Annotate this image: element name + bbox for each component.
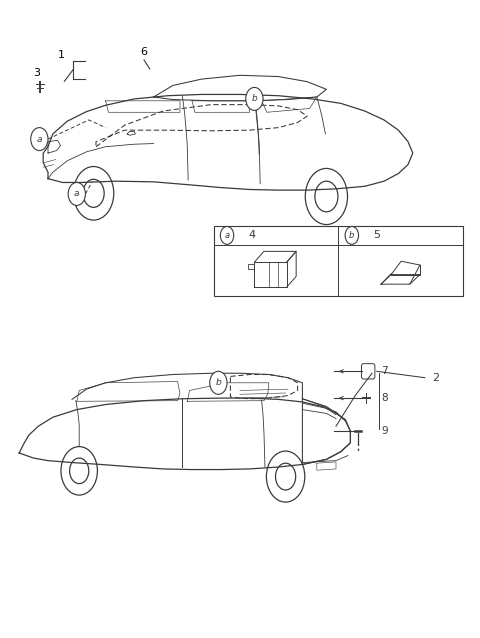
Circle shape <box>345 226 359 244</box>
Text: 9: 9 <box>382 426 388 436</box>
Text: 7: 7 <box>382 366 388 376</box>
Circle shape <box>246 87 263 110</box>
Circle shape <box>210 371 227 394</box>
Text: 8: 8 <box>382 393 388 403</box>
Text: 3: 3 <box>33 68 40 78</box>
Circle shape <box>220 226 234 244</box>
Circle shape <box>31 128 48 151</box>
Text: a: a <box>74 189 80 198</box>
Text: b: b <box>349 231 355 240</box>
Text: 2: 2 <box>432 373 439 383</box>
Text: a: a <box>36 135 42 144</box>
Text: 4: 4 <box>249 230 255 241</box>
Text: 6: 6 <box>141 47 147 57</box>
Bar <box>214 226 463 296</box>
Text: b: b <box>252 94 257 103</box>
Text: b: b <box>216 378 221 387</box>
Text: 1: 1 <box>58 50 65 60</box>
Circle shape <box>68 182 85 205</box>
Text: a: a <box>225 231 229 240</box>
Text: 5: 5 <box>373 230 380 241</box>
